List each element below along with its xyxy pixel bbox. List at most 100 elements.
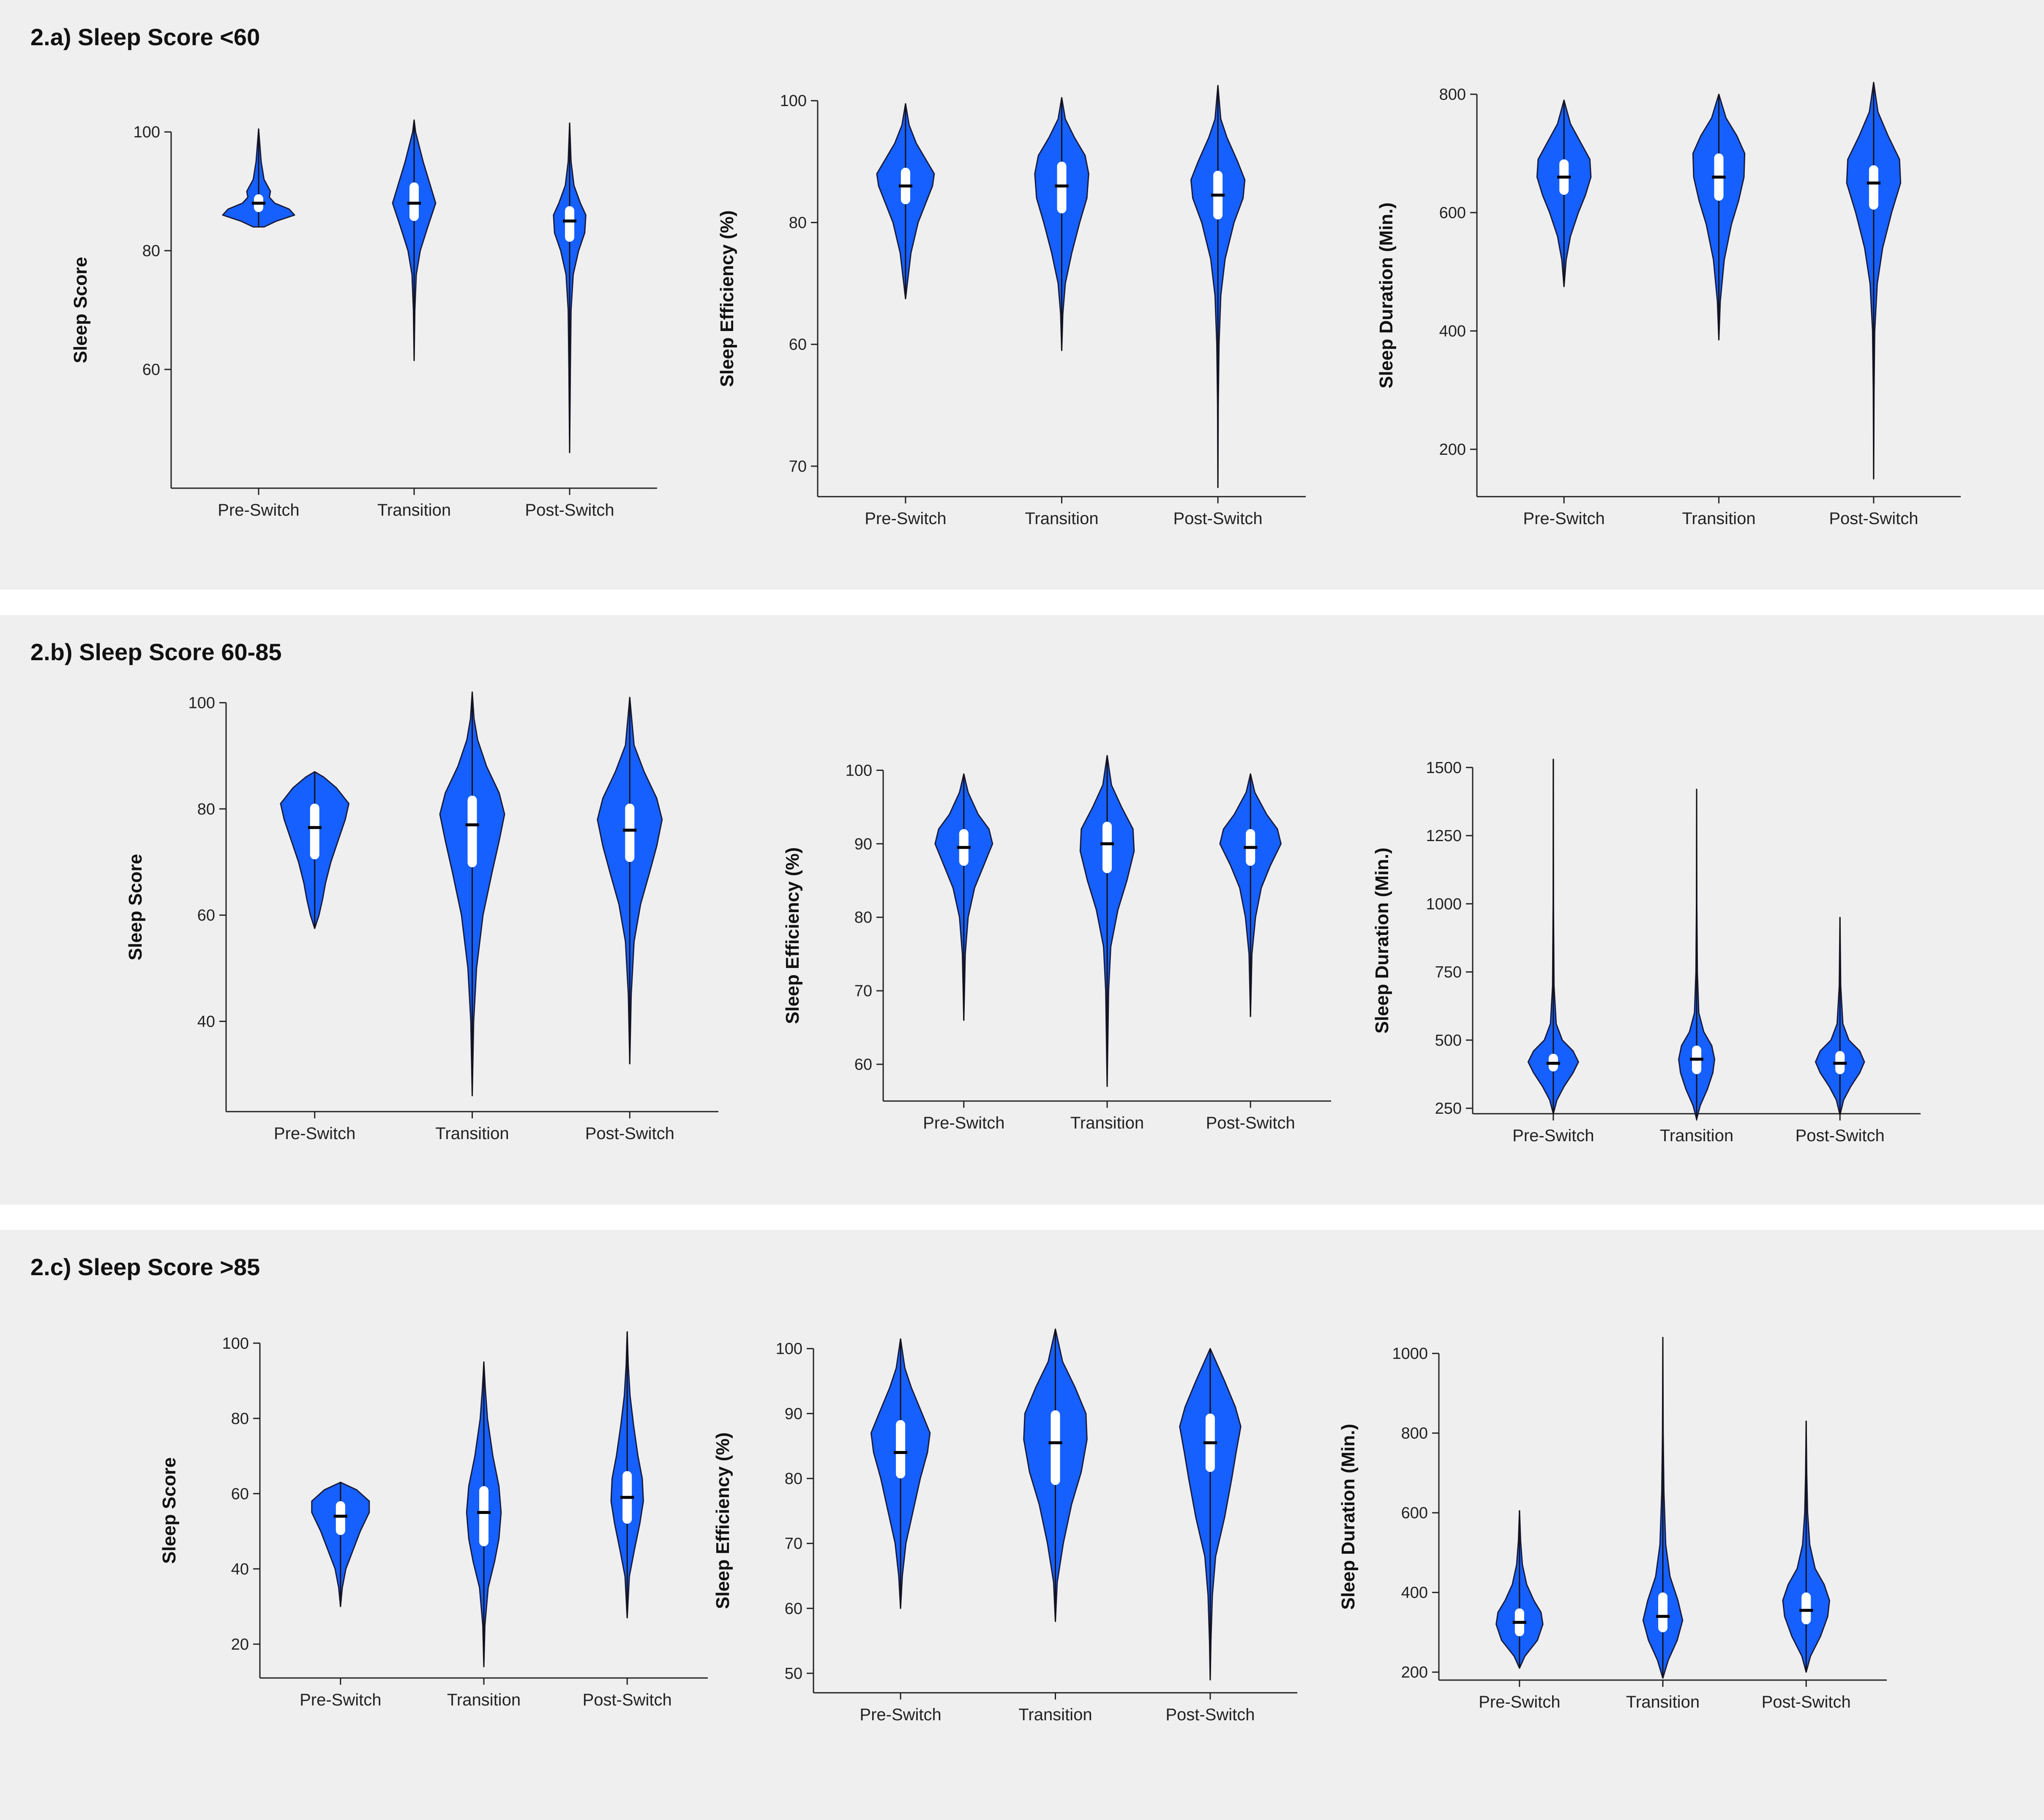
y-axis-title: Sleep Score xyxy=(70,257,91,363)
y-tick-label: 250 xyxy=(1435,1100,1462,1118)
y-tick-label: 750 xyxy=(1435,964,1462,981)
y-tick-label: 200 xyxy=(1439,441,1466,459)
y-axis-title: Sleep Duration (Min.) xyxy=(1338,1424,1359,1610)
y-tick-label: 600 xyxy=(1439,204,1466,222)
y-tick-label: 200 xyxy=(1401,1664,1428,1681)
y-tick-label: 60 xyxy=(197,907,215,924)
x-category-label: Post-Switch xyxy=(1165,1705,1255,1724)
x-category-label: Pre-Switch xyxy=(274,1124,355,1143)
y-tick-label: 100 xyxy=(776,1340,802,1358)
panel-a: 2.a) Sleep Score <60 60 80 100 Sleep Score P… xyxy=(0,0,2044,590)
x-category-label: Pre-Switch xyxy=(860,1705,941,1724)
y-axis-title: Sleep Efficiency (%) xyxy=(712,1432,733,1609)
x-category-label: Pre-Switch xyxy=(300,1691,381,1709)
y-tick-label: 60 xyxy=(142,361,160,379)
y-tick-label: 1250 xyxy=(1426,827,1462,845)
y-axis-title: Sleep Score xyxy=(159,1457,180,1564)
y-tick-label: 50 xyxy=(785,1665,802,1683)
x-category-label: Post-Switch xyxy=(1796,1126,1885,1145)
y-tick-label: 100 xyxy=(188,694,215,712)
y-tick-label: 800 xyxy=(1439,86,1466,104)
x-category-label: Transition xyxy=(435,1124,509,1143)
y-tick-label: 100 xyxy=(222,1335,249,1353)
y-tick-label: 90 xyxy=(785,1405,802,1423)
y-tick-label: 800 xyxy=(1401,1425,1428,1443)
y-tick-label: 1000 xyxy=(1426,895,1462,913)
x-category-label: Transition xyxy=(1018,1705,1092,1724)
y-tick-label: 80 xyxy=(197,801,215,818)
x-category-label: Transition xyxy=(377,501,451,519)
y-tick-label: 60 xyxy=(785,1600,802,1618)
y-tick-label: 80 xyxy=(854,909,872,926)
y-tick-label: 80 xyxy=(785,1470,802,1488)
iqr-box xyxy=(409,182,419,221)
x-category-label: Transition xyxy=(1660,1126,1733,1145)
x-category-label: Pre-Switch xyxy=(1479,1693,1560,1711)
y-tick-label: 400 xyxy=(1401,1584,1428,1602)
x-category-label: Post-Switch xyxy=(583,1691,672,1709)
y-axis-title: Sleep Score xyxy=(125,854,146,960)
iqr-box xyxy=(1051,1410,1060,1485)
y-tick-label: 70 xyxy=(854,982,872,1000)
x-category-label: Pre-Switch xyxy=(1512,1126,1594,1145)
x-category-label: Post-Switch xyxy=(1173,509,1263,528)
iqr-box xyxy=(1801,1592,1811,1625)
panel-title: 2.a) Sleep Score <60 xyxy=(30,24,260,50)
y-tick-label: 90 xyxy=(854,835,872,853)
panel-title: 2.b) Sleep Score 60-85 xyxy=(30,639,282,665)
x-category-label: Post-Switch xyxy=(1829,509,1918,528)
x-category-label: Pre-Switch xyxy=(865,509,946,528)
y-tick-label: 80 xyxy=(231,1410,249,1428)
y-tick-label: 80 xyxy=(142,242,160,260)
y-tick-label: 20 xyxy=(231,1636,249,1653)
chart-a-sleep-duration: 200 400 600 800 Sleep Duration (Min.) Pre-Swi… xyxy=(1376,82,1961,528)
iqr-box xyxy=(625,803,635,862)
x-category-label: Pre-Switch xyxy=(1523,509,1605,528)
x-category-label: Post-Switch xyxy=(585,1124,674,1143)
y-tick-label: 80 xyxy=(789,214,807,232)
chart-a-sleep-score: 60 80 100 Sleep Score Pre-Switch Transition Po… xyxy=(70,119,657,519)
y-axis-title: Sleep Efficiency (%) xyxy=(782,847,803,1024)
iqr-box xyxy=(1658,1592,1667,1632)
iqr-box xyxy=(336,1501,345,1535)
panel-title: 2.c) Sleep Score >85 xyxy=(30,1254,260,1280)
y-tick-label: 100 xyxy=(780,92,807,110)
y-tick-label: 60 xyxy=(854,1056,872,1074)
y-axis-title: Sleep Efficiency (%) xyxy=(717,210,737,387)
x-category-label: Post-Switch xyxy=(1206,1114,1295,1132)
panel-c: 2.c) Sleep Score >85 20 40 60 80 100 Sleep Sc… xyxy=(0,1230,2044,1820)
y-tick-label: 400 xyxy=(1439,322,1466,340)
iqr-box xyxy=(467,795,477,868)
iqr-box xyxy=(1103,822,1112,873)
x-category-label: Post-Switch xyxy=(1762,1693,1851,1711)
y-tick-label: 60 xyxy=(231,1485,249,1503)
y-tick-label: 70 xyxy=(789,458,807,475)
y-axis-title: Sleep Duration (Min.) xyxy=(1376,202,1397,388)
iqr-box xyxy=(565,206,574,242)
iqr-box xyxy=(479,1486,488,1547)
y-tick-label: 40 xyxy=(231,1560,249,1578)
chart-b-sleep-score: 40 60 80 100 Sleep Score Pre-Switch Transition… xyxy=(125,691,718,1143)
x-category-label: Transition xyxy=(1626,1693,1700,1711)
x-category-label: Transition xyxy=(1682,509,1755,528)
iqr-box xyxy=(310,803,319,860)
y-tick-label: 1000 xyxy=(1392,1345,1428,1363)
x-category-label: Transition xyxy=(447,1691,521,1709)
y-tick-label: 100 xyxy=(134,123,160,141)
x-category-label: Transition xyxy=(1025,509,1098,528)
chart-c-sleep-duration: 200 400 600 800 1000 Sleep Duration (Min.) Pre… xyxy=(1338,1336,1887,1711)
chart-b-sleep-efficiency: 60 70 80 90 100 Sleep Efficiency (%) Pre-Switc… xyxy=(782,755,1331,1132)
y-tick-label: 100 xyxy=(846,762,872,779)
x-category-label: Transition xyxy=(1070,1114,1144,1132)
chart-c-sleep-score: 20 40 60 80 100 Sleep Score Pre-Switch Transiti… xyxy=(159,1331,708,1709)
chart-b-sleep-duration: 250 500 750 1000 1250 1500 Sleep Duration (Min… xyxy=(1372,759,1921,1145)
chart-a-sleep-efficiency: 70 60 80 100 Sleep Efficiency (%) Pre-Switch T… xyxy=(717,85,1306,528)
iqr-box xyxy=(1869,165,1878,210)
chart-c-sleep-efficiency: 50 60 70 80 90 100 Sleep Efficiency (%) Pre-Swi… xyxy=(712,1328,1297,1724)
y-tick-label: 70 xyxy=(785,1535,802,1553)
x-category-label: Pre-Switch xyxy=(923,1114,1004,1132)
iqr-box xyxy=(896,1420,906,1478)
y-tick-label: 1500 xyxy=(1426,759,1462,777)
y-tick-label: 500 xyxy=(1435,1032,1462,1049)
y-tick-label: 600 xyxy=(1401,1504,1428,1522)
